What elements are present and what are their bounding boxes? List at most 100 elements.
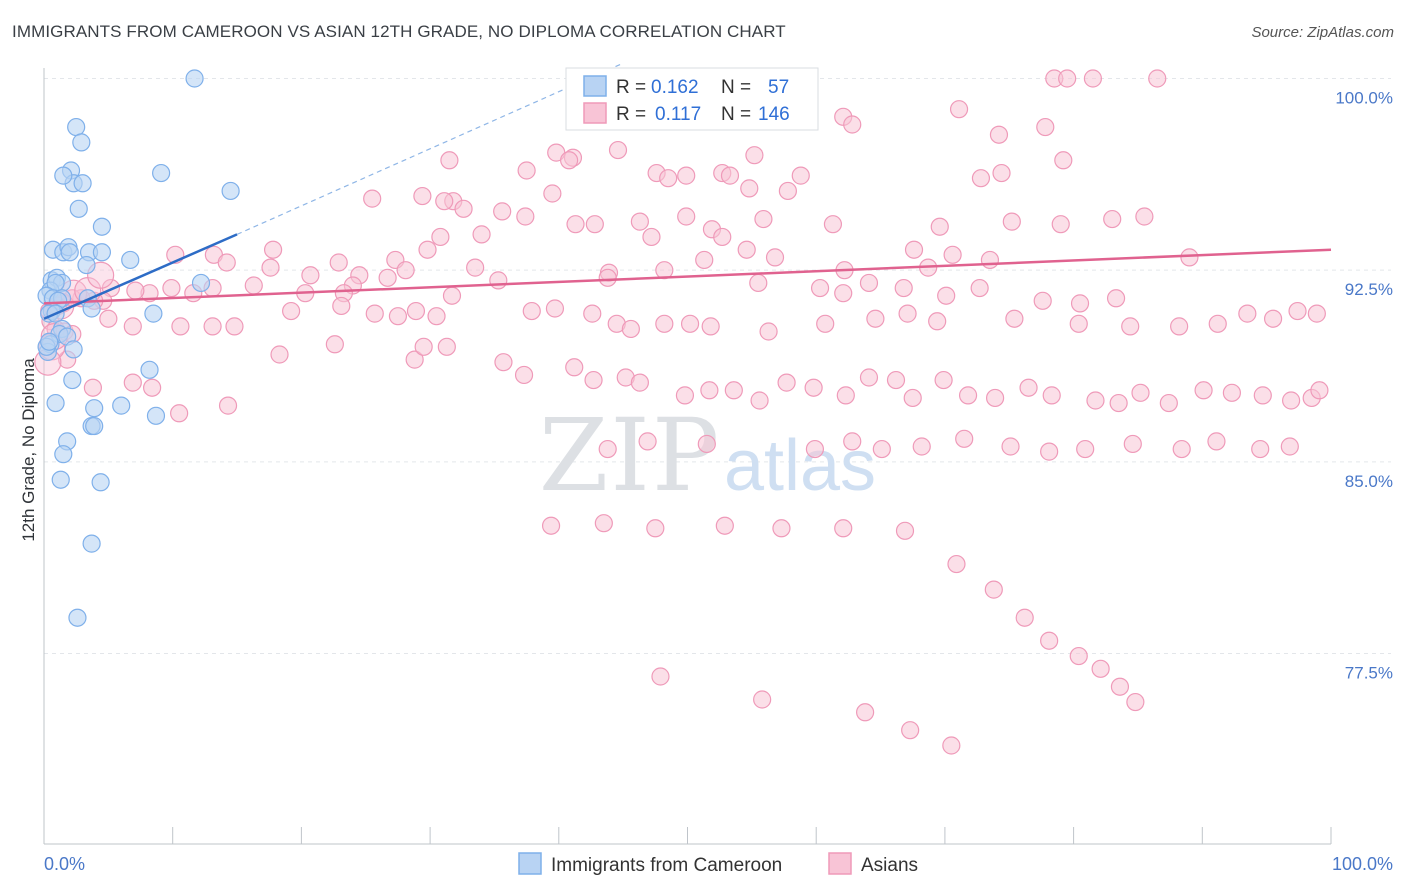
asians-point: [737, 240, 756, 259]
asians-point: [1069, 314, 1088, 333]
asians-point: [1131, 383, 1150, 402]
asians-point: [894, 278, 913, 298]
asians-point: [489, 271, 508, 290]
asians-point: [886, 370, 906, 390]
asians-point: [834, 519, 853, 538]
asians-point: [701, 317, 720, 336]
asians-point: [1172, 439, 1191, 459]
asians-point: [904, 240, 924, 259]
legend-swatch-cameroon: [583, 75, 607, 97]
asians-point: [1159, 393, 1178, 413]
asians-point: [545, 299, 565, 318]
legend-r-label-asians: R =: [616, 104, 646, 125]
asians-point: [777, 373, 796, 392]
asians-point: [898, 304, 917, 323]
asians-point: [413, 186, 432, 206]
x-tick-label-100: 100.0%: [1332, 854, 1393, 874]
cameroon-point: [63, 370, 82, 390]
asians-point: [621, 319, 640, 339]
asians-point: [866, 309, 885, 328]
cameroon-point: [54, 445, 73, 464]
asians-point: [217, 253, 236, 272]
cameroon-point: [92, 217, 112, 236]
asians-point: [659, 169, 678, 188]
asians-point: [263, 240, 283, 259]
asians-point: [244, 276, 263, 295]
asians-point: [431, 227, 450, 247]
asians-point: [472, 225, 491, 244]
cameroon-point: [40, 332, 59, 351]
asians-point: [985, 388, 1005, 408]
asians-point: [937, 286, 956, 305]
asians-point: [1123, 434, 1142, 454]
asians-point: [651, 667, 670, 686]
asians-point: [1263, 309, 1283, 328]
asians-point: [895, 521, 915, 540]
asians-point: [1194, 381, 1213, 400]
bottom-legend-swatch-cameroon: [518, 852, 542, 875]
cameroon-point: [85, 416, 104, 436]
grid-lines: [44, 78, 1391, 654]
asians-point: [1253, 386, 1272, 405]
asians-point: [677, 166, 696, 185]
asians-point: [454, 199, 473, 218]
y-axis-label: 12th Grade, No Diploma: [19, 358, 38, 542]
asians-point: [843, 115, 862, 134]
cameroon-point: [51, 470, 70, 489]
cameroon-point: [82, 534, 101, 553]
bottom-legend-label-asians: Asians: [861, 855, 918, 876]
asians-point: [759, 322, 778, 341]
asians-point: [745, 146, 764, 165]
asians-point: [1054, 151, 1073, 170]
asians-point: [585, 215, 604, 234]
cameroon-point: [77, 255, 96, 275]
cameroon-point: [85, 399, 104, 418]
asians-point: [171, 317, 190, 336]
asians-point: [1051, 215, 1070, 234]
asians-point: [646, 519, 665, 538]
asians-point: [810, 278, 830, 298]
cameroon-point: [152, 163, 171, 183]
asians-point: [418, 240, 437, 259]
y-tick-label-0: 77.5%: [1345, 664, 1393, 683]
asians-point: [1121, 317, 1140, 336]
asians-point: [992, 163, 1011, 183]
cameroon-point: [185, 69, 204, 88]
asians-point: [332, 296, 351, 316]
asians-point: [1083, 69, 1103, 88]
cameroon-point: [92, 243, 112, 262]
asians-point: [598, 439, 617, 459]
asians-point: [912, 437, 931, 456]
asians-point: [1036, 117, 1055, 137]
asians-point: [971, 169, 991, 188]
asians-point: [301, 266, 320, 285]
axes: [43, 68, 1332, 845]
asians-point: [859, 368, 879, 387]
asians-point: [442, 286, 462, 305]
cameroon-point: [112, 396, 131, 415]
asians-point: [749, 273, 768, 293]
asians-point: [989, 125, 1009, 144]
asians-point: [218, 396, 238, 415]
asians-point: [126, 281, 145, 300]
cameroon-point: [191, 273, 211, 293]
asians-point: [675, 386, 695, 405]
cameroon-point: [221, 181, 240, 201]
asians-point: [1005, 309, 1024, 328]
asians-point: [1251, 439, 1270, 459]
asians-point: [630, 212, 649, 231]
cameroon-point: [73, 174, 92, 193]
asians-point: [765, 248, 785, 267]
asians-point: [655, 314, 674, 333]
asians-point: [856, 703, 875, 722]
asians-point: [724, 381, 743, 400]
asians-point: [816, 314, 835, 333]
y-tick-label-1: 85.0%: [1345, 472, 1393, 491]
asians-point: [143, 378, 162, 397]
asians-point: [516, 207, 535, 226]
asians-point: [405, 350, 424, 369]
asians-point: [1019, 378, 1038, 397]
x-tick-label-0: 0.0%: [44, 854, 85, 874]
cameroon-point: [67, 117, 86, 137]
asians-point: [608, 140, 628, 160]
